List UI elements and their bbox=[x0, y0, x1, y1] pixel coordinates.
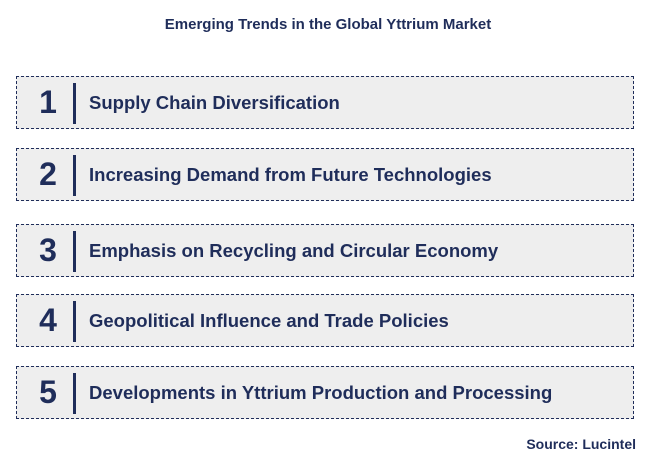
trend-label: Supply Chain Diversification bbox=[89, 91, 340, 113]
trend-label: Geopolitical Influence and Trade Policie… bbox=[89, 309, 449, 331]
trend-item-4: 4 Geopolitical Influence and Trade Polic… bbox=[16, 294, 634, 347]
trend-label: Increasing Demand from Future Technologi… bbox=[89, 163, 492, 185]
trend-item-3: 3 Emphasis on Recycling and Circular Eco… bbox=[16, 224, 634, 277]
trend-divider bbox=[73, 155, 76, 196]
trend-item-5: 5 Developments in Yttrium Production and… bbox=[16, 366, 634, 419]
trend-label: Developments in Yttrium Production and P… bbox=[89, 381, 553, 403]
trend-divider bbox=[73, 231, 76, 272]
trend-item-2: 2 Increasing Demand from Future Technolo… bbox=[16, 148, 634, 201]
trend-label: Emphasis on Recycling and Circular Econo… bbox=[89, 239, 499, 261]
trend-number: 1 bbox=[39, 84, 57, 120]
trend-item-1: 1 Supply Chain Diversification bbox=[16, 76, 634, 129]
trend-divider bbox=[73, 373, 76, 414]
trend-number: 5 bbox=[39, 374, 57, 410]
diagram-title: Emerging Trends in the Global Yttrium Ma… bbox=[164, 16, 492, 33]
trend-number: 4 bbox=[39, 302, 57, 338]
source-credit: Source: Lucintel bbox=[526, 436, 636, 452]
trend-number: 2 bbox=[39, 156, 57, 192]
trend-divider bbox=[73, 301, 76, 342]
trend-divider bbox=[73, 83, 76, 124]
trend-number: 3 bbox=[39, 232, 57, 268]
